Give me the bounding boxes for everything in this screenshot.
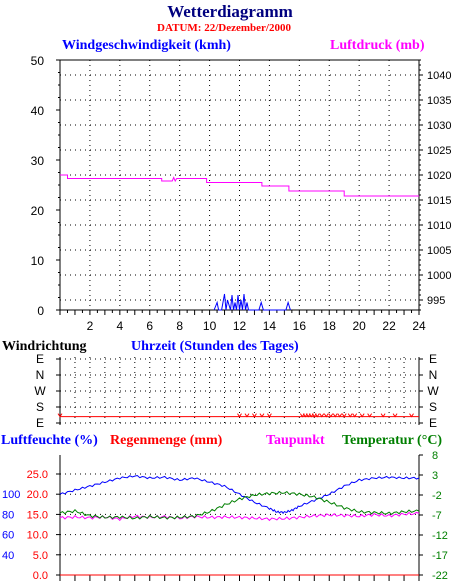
humidity-tick-label: 40 bbox=[2, 550, 14, 562]
wind-direction-point bbox=[57, 413, 63, 418]
wind-axis-label: Windgeschwindigkeit (kmh) bbox=[62, 38, 231, 53]
y-tick-label: 40 bbox=[31, 104, 45, 118]
wind-pressure-panel: 0102030405099510001005101010151020102510… bbox=[31, 54, 452, 333]
wind-direction-point bbox=[380, 413, 386, 418]
y2-tick-label: E bbox=[429, 416, 437, 430]
y-tick-label: 20 bbox=[31, 204, 45, 218]
x-tick-label: 14 bbox=[263, 319, 277, 333]
x-tick-label: 18 bbox=[323, 319, 337, 333]
wind-direction-point bbox=[259, 413, 265, 418]
y2-tick-label: N bbox=[429, 368, 438, 382]
wind-direction-point bbox=[244, 413, 250, 418]
y2-tick-label: W bbox=[427, 384, 439, 398]
wind-direction-point bbox=[367, 413, 373, 418]
pressure-axis-label: Luftdruck (mb) bbox=[330, 38, 425, 53]
y-tick-label: 10 bbox=[31, 254, 45, 268]
y2-tick-label: S bbox=[429, 400, 437, 414]
humidity-legend-label: Luftfeuchte (%) bbox=[1, 433, 98, 448]
humidity-tick-label: 60 bbox=[2, 530, 14, 542]
temperature-tick-label: 8 bbox=[432, 450, 438, 462]
y-tick-label: 30 bbox=[31, 154, 45, 168]
wind-direction-panel: E ES SW WN NE E bbox=[34, 352, 439, 430]
temperature-legend-label: Temperatur (°C) bbox=[342, 433, 442, 448]
y-tick-label: 0 bbox=[37, 304, 44, 318]
humidity-tick-label: 100 bbox=[2, 489, 20, 501]
rain-tick-label: 15.0 bbox=[27, 509, 48, 521]
rain-tick-label: 10.0 bbox=[27, 530, 48, 542]
x-tick-label: 10 bbox=[203, 319, 217, 333]
y-tick-label: N bbox=[36, 368, 45, 382]
wind-direction-point bbox=[267, 413, 272, 418]
y-tick-label: S bbox=[36, 400, 44, 414]
y-tick-label: E bbox=[36, 416, 44, 430]
humidity-temperature-panel: 0.0 5.0 10.0 15.0 20.0 25.0 40 60 80 100 -22 -17 -12… bbox=[2, 450, 448, 582]
wind-direction-point bbox=[314, 413, 320, 418]
time-axis-label: Uhrzeit (Stunden des Tages) bbox=[131, 339, 299, 354]
wind-direction-point bbox=[352, 413, 358, 418]
rain-legend-label: Regenmenge (mm) bbox=[110, 433, 223, 448]
rain-tick-label: 25.0 bbox=[27, 469, 48, 481]
wind-direction-point bbox=[359, 413, 365, 418]
y-tick-label: W bbox=[34, 384, 46, 398]
y2-tick-label: 1010 bbox=[427, 220, 451, 232]
dewpoint-series-line bbox=[59, 511, 420, 522]
y-tick-label: 50 bbox=[31, 54, 45, 68]
wind-direction-point bbox=[332, 413, 338, 418]
y2-tick-label: 1035 bbox=[427, 95, 451, 107]
temperature-tick-label: -22 bbox=[432, 570, 448, 582]
y2-tick-label: 1020 bbox=[427, 170, 451, 182]
wind-direction-point bbox=[347, 413, 353, 418]
wind-direction-point bbox=[252, 413, 257, 418]
rain-tick-label: 0.0 bbox=[33, 570, 48, 582]
wind-direction-point bbox=[337, 413, 343, 418]
wind-direction-point bbox=[392, 413, 398, 418]
rain-tick-label: 5.0 bbox=[33, 550, 48, 562]
y2-tick-label: 1040 bbox=[427, 70, 451, 82]
wind-direction-point bbox=[341, 413, 347, 418]
x-tick-label: 8 bbox=[176, 319, 183, 333]
wind-direction-point bbox=[237, 413, 242, 418]
x-tick-label: 16 bbox=[293, 319, 307, 333]
y2-tick-label: 1005 bbox=[427, 245, 451, 257]
wind-direction-point bbox=[409, 413, 414, 418]
x-tick-label: 4 bbox=[116, 319, 123, 333]
x-tick-label: 2 bbox=[87, 319, 94, 333]
rain-tick-label: 20.0 bbox=[27, 489, 48, 501]
y2-tick-label: 1030 bbox=[427, 120, 451, 132]
temperature-tick-label: 3 bbox=[432, 470, 438, 482]
y2-tick-label: 1025 bbox=[427, 145, 451, 157]
temperature-tick-label: -17 bbox=[432, 550, 448, 562]
x-tick-label: 12 bbox=[233, 319, 247, 333]
x-tick-label: 22 bbox=[382, 319, 396, 333]
y2-tick-label: 1000 bbox=[427, 270, 451, 282]
temperature-tick-label: -12 bbox=[432, 530, 448, 542]
chart-subtitle: DATUM: 22/Dezember/2000 bbox=[157, 22, 291, 34]
dewpoint-legend-label: Taupunkt bbox=[266, 433, 325, 448]
temperature-tick-label: -2 bbox=[432, 490, 442, 502]
y2-tick-label: 1015 bbox=[427, 195, 451, 207]
chart-title: Wetterdiagramm bbox=[167, 2, 293, 21]
y2-tick-label: E bbox=[429, 352, 437, 366]
x-tick-label: 20 bbox=[352, 319, 366, 333]
humidity-tick-label: 80 bbox=[2, 509, 14, 521]
wind-direction-label: Windrichtung bbox=[2, 339, 87, 354]
x-tick-label: 6 bbox=[146, 319, 153, 333]
wind-direction-point bbox=[328, 413, 334, 418]
y-tick-label: E bbox=[36, 352, 44, 366]
wind-direction-point bbox=[319, 413, 325, 418]
pressure-series-line bbox=[60, 174, 419, 197]
y2-tick-label: 995 bbox=[427, 295, 445, 307]
wind-series-line bbox=[213, 293, 291, 311]
humidity-series-line bbox=[59, 474, 420, 515]
temperature-tick-label: -7 bbox=[432, 510, 442, 522]
x-tick-label: 24 bbox=[412, 319, 426, 333]
wind-direction-point bbox=[323, 413, 329, 418]
temperature-series-line bbox=[59, 490, 420, 520]
